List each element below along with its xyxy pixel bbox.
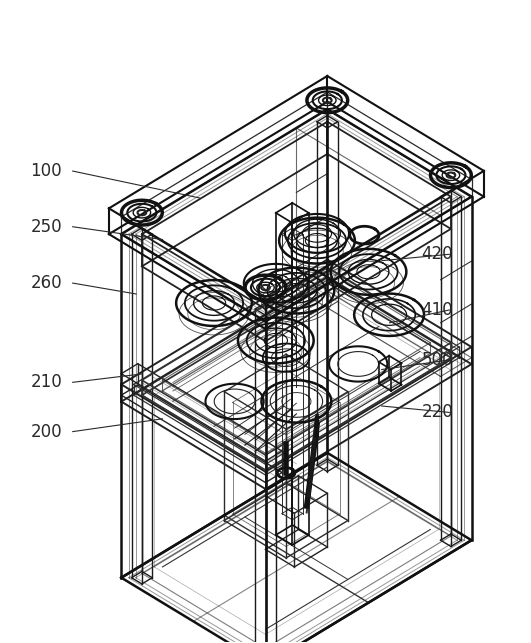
Text: 260: 260 <box>30 274 62 292</box>
Text: 200: 200 <box>30 422 62 440</box>
Text: 500: 500 <box>422 351 453 369</box>
Text: 100: 100 <box>30 162 62 180</box>
Text: 420: 420 <box>422 245 453 263</box>
Text: 220: 220 <box>421 403 453 421</box>
Text: 210: 210 <box>30 374 62 392</box>
Text: 250: 250 <box>30 218 62 236</box>
Text: 410: 410 <box>422 301 453 319</box>
